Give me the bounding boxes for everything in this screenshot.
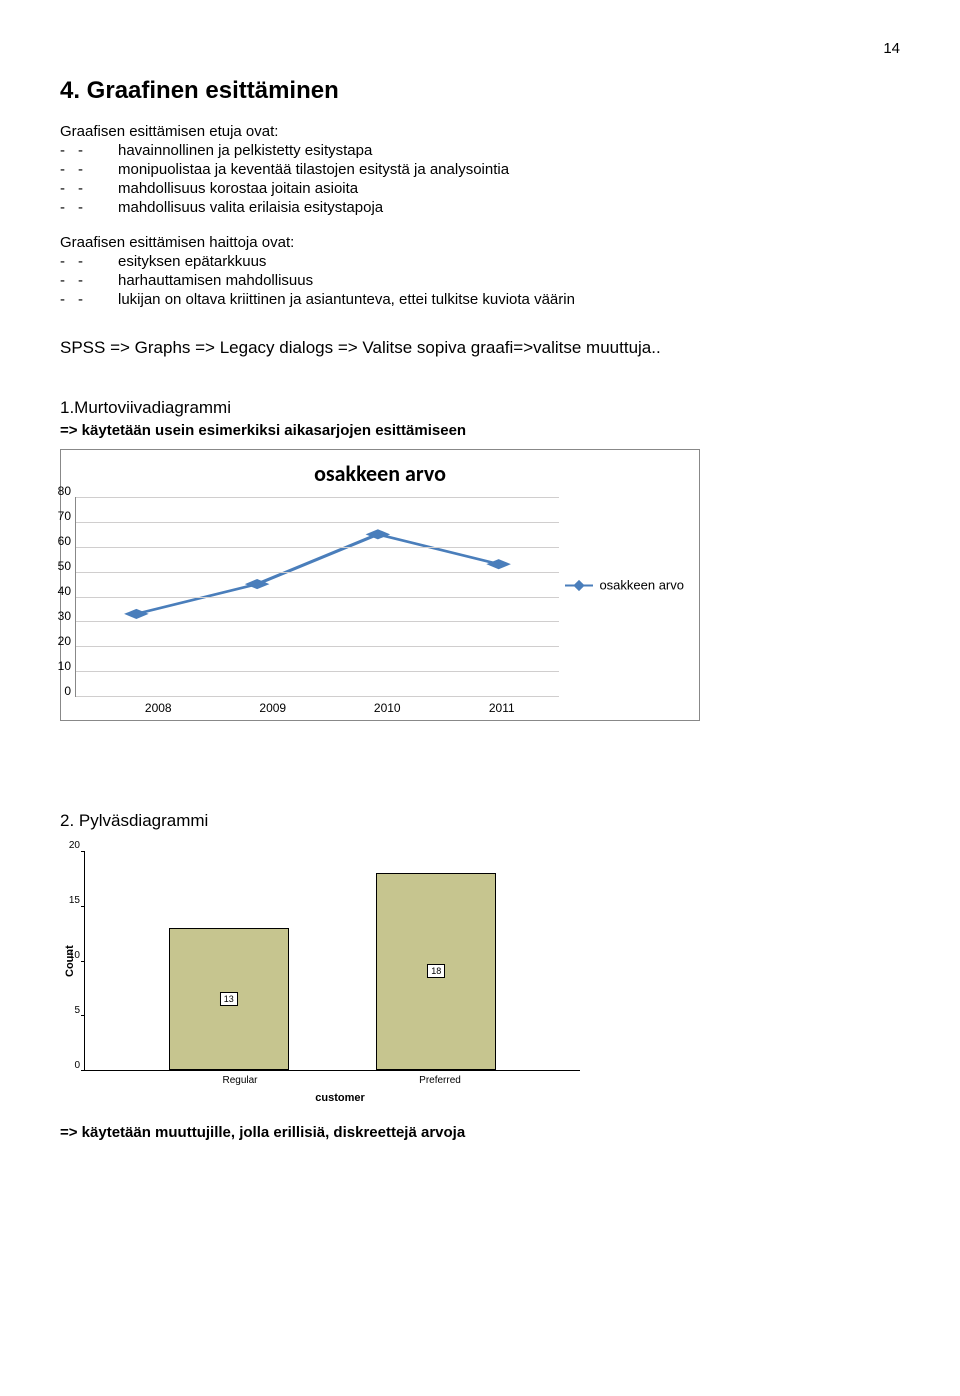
cons-list: --esityksen epätarkkuus --harhauttamisen … [60, 253, 900, 308]
bar-chart-x-label: customer [100, 1092, 580, 1104]
bar: 13 [169, 928, 289, 1070]
cons-intro: Graafisen esittämisen haittoja ovat: [60, 234, 900, 251]
line-chart-x-axis: 2008200920102011 [101, 697, 559, 715]
pros-intro: Graafisen esittämisen etuja ovat: [60, 123, 900, 140]
list-item: --lukijan on oltava kriittinen ja asiant… [60, 291, 900, 308]
list-item: --esityksen epätarkkuus [60, 253, 900, 270]
page-number: 14 [60, 40, 900, 57]
bar-chart: Count 20151050 1318 RegularPreferred cus… [60, 851, 580, 1104]
list-item: --mahdollisuus valita erilaisia esitysta… [60, 199, 900, 216]
section2-title: 2. Pylväsdiagrammi [60, 811, 900, 831]
spss-instruction: SPSS => Graphs => Legacy dialogs => Vali… [60, 338, 900, 358]
list-item: --monipuolistaa ja keventää tilastojen e… [60, 161, 900, 178]
bar-chart-plot: 13 18 [84, 851, 580, 1071]
list-item: --mahdollisuus korostaa joitain asioita [60, 180, 900, 197]
main-heading: 4. Graafinen esittäminen [60, 77, 900, 105]
footer-note: => käytetään muuttujille, jolla erillisi… [60, 1124, 900, 1141]
bar-chart-x-axis: RegularPreferred [100, 1071, 580, 1086]
line-chart-legend: osakkeen arvo [565, 578, 684, 593]
pros-list: --havainnollinen ja pelkistetty esitysta… [60, 142, 900, 216]
bar-chart-y-label: Count [60, 851, 80, 1071]
line-chart-title: osakkeen arvo [71, 460, 689, 487]
list-item: --havainnollinen ja pelkistetty esitysta… [60, 142, 900, 159]
section1-subtitle: => käytetään usein esimerkiksi aikasarjo… [60, 422, 900, 439]
line-chart: osakkeen arvo 80706050403020100 osakkeen… [60, 449, 700, 721]
bar: 18 [376, 873, 496, 1070]
list-item: --harhauttamisen mahdollisuus [60, 272, 900, 289]
line-chart-plot [75, 497, 559, 697]
legend-label: osakkeen arvo [599, 578, 684, 593]
section1-title: 1.Murtoviivadiagrammi [60, 398, 900, 418]
